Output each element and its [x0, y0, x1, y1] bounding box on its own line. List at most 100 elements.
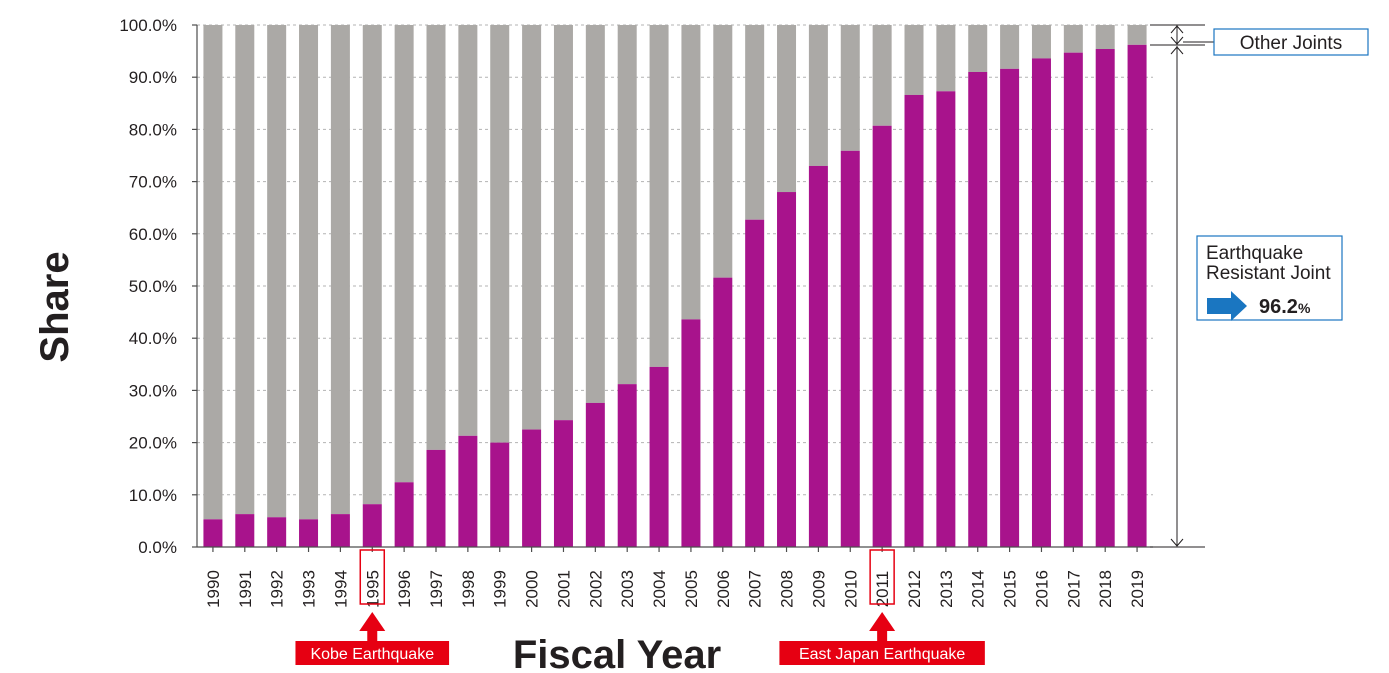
- bar-resistant-joint: [203, 519, 223, 547]
- highlight-box: [869, 549, 895, 605]
- axes: [192, 24, 1153, 552]
- bar-resistant-joint: [808, 165, 828, 547]
- bar-other-joints: [936, 25, 956, 92]
- bar-other-joints: [394, 25, 414, 483]
- bar-resistant-joint: [777, 192, 797, 548]
- other-joints-callout: Other Joints: [1213, 28, 1369, 56]
- other-arrow-bottom: [1170, 36, 1184, 45]
- bar-resistant-joint: [235, 514, 255, 547]
- bar-other-joints: [1063, 25, 1083, 53]
- bar-resistant-joint: [649, 366, 669, 547]
- x-tick-label: 2004: [650, 570, 669, 608]
- bar-resistant-joint: [394, 482, 414, 547]
- bar-resistant-joint: [299, 519, 319, 547]
- y-tick-labels: 0.0% 10.0% 20.0% 30.0% 40.0% 50.0% 60.0% 70.0% 8…: [119, 16, 177, 557]
- bar-resistant-joint: [426, 449, 446, 547]
- x-axis-title: Fiscal Year: [513, 633, 721, 673]
- y-tick-label: 0.0%: [138, 538, 177, 557]
- bar-resistant-joint: [840, 150, 860, 547]
- x-tick-label: 2016: [1032, 570, 1051, 608]
- annotation-tag: [295, 641, 450, 665]
- bar-other-joints: [681, 25, 701, 320]
- x-tick-label: 1992: [268, 570, 287, 608]
- bar-other-joints: [585, 25, 605, 403]
- x-tick-label: 1998: [459, 570, 478, 608]
- y-tick-label: 20.0%: [129, 434, 177, 453]
- annotation-tag: [779, 641, 985, 665]
- resistant-arrow-top: [1170, 46, 1184, 55]
- bar-other-joints: [458, 25, 478, 436]
- annotation-label: Kobe Earthquake: [310, 646, 434, 663]
- bar-resistant-joint: [522, 429, 542, 547]
- other-joints-box: [1213, 28, 1369, 56]
- x-tick-label: 2006: [714, 570, 733, 608]
- bar-other-joints: [649, 25, 669, 367]
- annotation-label: East Japan Earthquake: [799, 646, 965, 663]
- x-tick-label: 1993: [300, 570, 319, 608]
- x-tick-label: 2017: [1064, 570, 1083, 608]
- bar-resistant-joint: [904, 94, 924, 547]
- y-tick-label: 10.0%: [129, 486, 177, 505]
- y-tick-label: 100.0%: [119, 16, 177, 35]
- bar-other-joints: [777, 25, 797, 193]
- y-tick-label: 80.0%: [129, 120, 177, 139]
- bar-resistant-joint: [872, 125, 892, 547]
- bar-resistant-joint: [490, 442, 510, 547]
- resistant-arrow-bottom: [1170, 538, 1184, 547]
- bar-other-joints: [745, 25, 765, 220]
- bar-other-joints: [1000, 25, 1020, 69]
- resistant-joint-callout: Earthquake Resistant Joint 96.2%: [1196, 235, 1343, 321]
- bar-resistant-joint: [1031, 58, 1051, 548]
- bar-other-joints: [808, 25, 828, 166]
- x-tick-label: 2008: [778, 570, 797, 608]
- y-tick-label: 60.0%: [129, 225, 177, 244]
- bar-resistant-joint: [681, 319, 701, 547]
- bar-resistant-joint: [1095, 49, 1115, 548]
- highlight-box: [359, 549, 386, 605]
- x-tick-label: 2010: [841, 570, 860, 608]
- x-tick-label: 2000: [523, 570, 542, 608]
- bar-other-joints: [840, 25, 860, 151]
- x-tick-label: 1996: [395, 570, 414, 608]
- x-tick-label: 1994: [331, 570, 350, 608]
- resistant-label-line2: Resistant Joint: [1206, 263, 1331, 284]
- x-tick-label: 2003: [618, 570, 637, 608]
- y-tick-label: 70.0%: [129, 173, 177, 192]
- bar-other-joints: [522, 25, 542, 430]
- x-tick-label: 1995: [363, 570, 382, 608]
- x-tick-labels: 1990 1991 1992 1993 1994 1995 1996 1997 1998 1999…: [204, 570, 1147, 608]
- x-tick-label: 2013: [937, 570, 956, 608]
- up-arrow-icon: [359, 612, 386, 641]
- y-tick-label: 30.0%: [129, 381, 177, 400]
- bar-other-joints: [490, 25, 510, 443]
- y-tick-label: 40.0%: [129, 329, 177, 348]
- x-tick-label: 2001: [554, 570, 573, 608]
- bar-resistant-joint: [745, 219, 765, 547]
- right-arrow-icon: [1207, 291, 1247, 321]
- x-tick-label: 2011: [873, 571, 892, 608]
- bar-other-joints: [330, 25, 350, 515]
- other-joints-label: Other Joints: [1240, 33, 1342, 54]
- bar-other-joints: [617, 25, 637, 385]
- x-tick-label: 2012: [905, 570, 924, 608]
- bar-other-joints: [299, 25, 319, 520]
- bar-other-joints: [426, 25, 446, 450]
- bar-other-joints: [904, 25, 924, 95]
- bar-resistant-joint: [1063, 52, 1083, 547]
- bar-other-joints: [1127, 25, 1147, 45]
- x-tick-label: 2014: [969, 570, 988, 608]
- x-tick-label: 2019: [1128, 570, 1147, 608]
- bar-other-joints: [1095, 25, 1115, 50]
- bar-resistant-joint: [1127, 44, 1147, 547]
- x-tick-label: 2007: [746, 570, 765, 608]
- bar-resistant-joint: [458, 435, 478, 547]
- bar-resistant-joint: [617, 384, 637, 547]
- y-tick-label: 90.0%: [129, 68, 177, 87]
- other-arrow-top: [1170, 25, 1184, 34]
- resistant-value: 96.2: [1259, 296, 1298, 318]
- x-tick-label: 2002: [586, 570, 605, 608]
- x-tick-label: 1991: [236, 570, 255, 608]
- y-tick-label: 50.0%: [129, 277, 177, 296]
- x-tick-label: 2018: [1096, 570, 1115, 608]
